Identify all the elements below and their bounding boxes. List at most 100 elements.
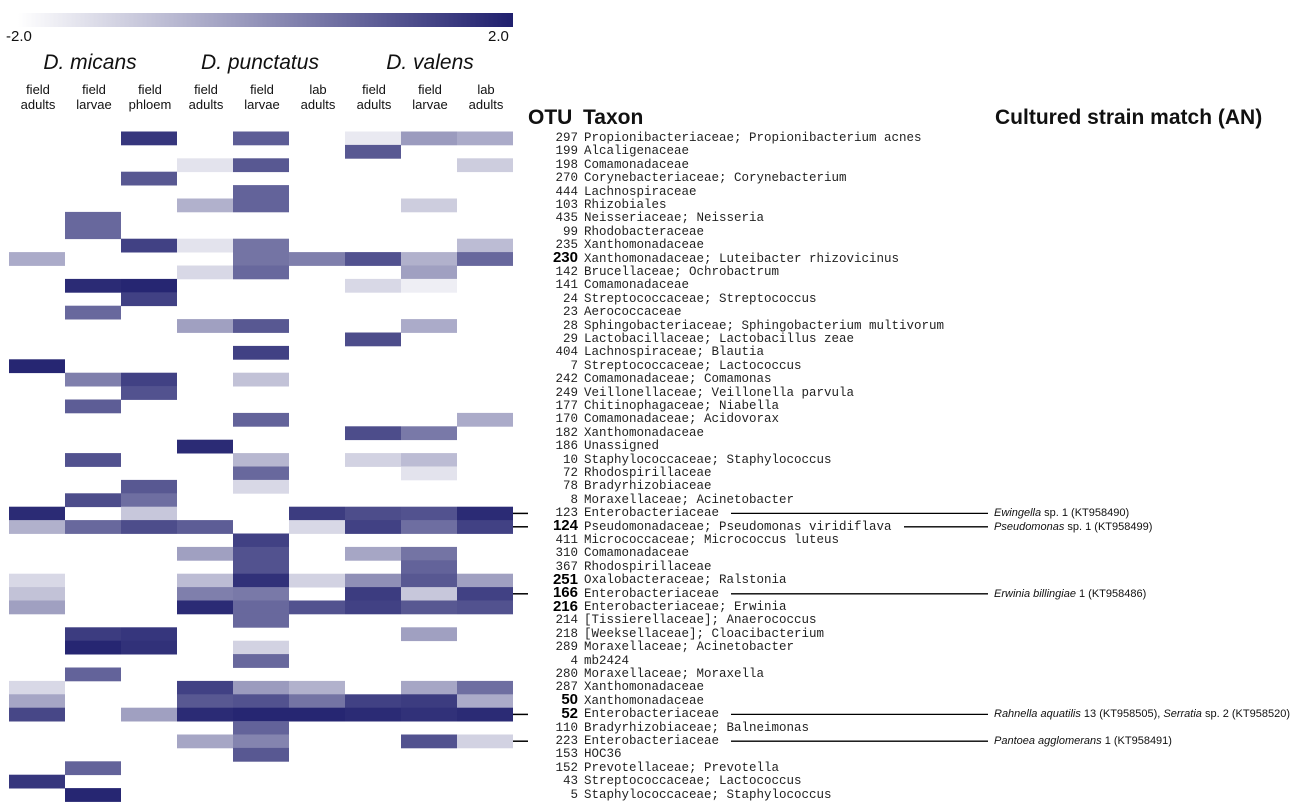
column-header-line1: field <box>194 82 218 97</box>
heatmap-cell <box>401 466 457 481</box>
heatmap-cell <box>401 560 457 575</box>
taxon-label: Staphylococcaceae; Staphylococcus <box>584 452 832 467</box>
otu-id: 270 <box>555 171 578 186</box>
heatmap-cell <box>9 774 65 789</box>
taxon-label: Alcaligenaceae <box>584 144 690 159</box>
heatmap-cell <box>289 694 345 709</box>
column-header-line2: adults <box>20 97 56 112</box>
taxon-label: Enterobacteriaceae <box>584 707 720 722</box>
species-label-micans: D. micans <box>43 51 137 74</box>
otu-id: 297 <box>555 131 578 145</box>
heatmap-cell <box>177 707 233 722</box>
taxon-label: Xanthomonadaceae <box>584 680 705 695</box>
taxon-label: Propionibacteriaceae; Propionibacterium … <box>584 131 922 145</box>
heatmap-cell <box>121 506 177 521</box>
strain-match: Erwinia billingiae 1 (KT958486) <box>994 588 1146 601</box>
otu-id: 251 <box>552 570 578 588</box>
otu-id: 23 <box>562 305 578 320</box>
otu-id: 4 <box>570 653 578 668</box>
taxon-label: Enterobacteriaceae <box>584 586 720 601</box>
column-header-line1: lab <box>477 82 495 97</box>
column-header-line1: field <box>418 82 442 97</box>
heatmap-cell <box>345 506 401 521</box>
match-header: Cultured strain match (AN) <box>995 106 1263 129</box>
taxon-label: HOC36 <box>584 747 622 762</box>
heatmap-cell <box>457 506 513 521</box>
otu-id: 28 <box>562 318 578 333</box>
heatmap-cell <box>233 654 289 668</box>
heatmap-cell <box>457 734 513 749</box>
heatmap-cell <box>233 734 289 749</box>
heatmap-cell <box>401 453 457 467</box>
column-header-line2: adults <box>468 97 504 112</box>
species-label-valens: D. valens <box>386 51 474 74</box>
heatmap-cell <box>233 131 289 146</box>
taxon-label: Brucellaceae; Ochrobactrum <box>584 265 780 279</box>
heatmap-cell <box>233 587 289 601</box>
heatmap-cell <box>9 694 65 709</box>
heatmap-cell <box>233 640 289 655</box>
heatmap-cell <box>233 694 289 709</box>
taxon-label: [Weeksellaceae]; Cloacibacterium <box>584 626 825 641</box>
heatmap-cell <box>121 640 177 655</box>
column-header: field larvae <box>234 82 290 112</box>
heatmap-cell <box>345 694 401 709</box>
column-header: lab adults <box>458 82 514 112</box>
otu-id: 280 <box>555 667 578 681</box>
heatmap-cell <box>401 198 457 213</box>
column-header-line1: field <box>250 82 274 97</box>
heatmap-cell <box>401 131 457 146</box>
heatmap-cell <box>401 707 457 722</box>
otu-id: 289 <box>555 640 578 655</box>
heatmap-cell <box>345 573 401 588</box>
heatmap-cell <box>65 211 121 226</box>
heatmap-cell <box>401 680 457 695</box>
otu-id: 8 <box>570 492 578 507</box>
taxon-label: Streptococcaceae; Lactococcus <box>584 774 802 789</box>
heatmap-cell <box>233 600 289 615</box>
heatmap-cell <box>457 238 513 253</box>
strain-match-text: Rahnella aquatilis <box>994 708 1081 721</box>
heatmap-cell <box>401 265 457 280</box>
column-header-line1: field <box>26 82 50 97</box>
heatmap-cell <box>233 345 289 360</box>
heatmap-cell <box>9 573 65 588</box>
column-header-line2: larvae <box>412 97 448 112</box>
otu-id: 216 <box>552 597 578 615</box>
heatmap-cell <box>121 627 177 642</box>
otu-header: OTU <box>528 106 573 129</box>
otu-id: 52 <box>561 704 578 722</box>
strain-match: Rahnella aquatilis 13 (KT958505), Serrat… <box>994 708 1290 721</box>
taxon-label: Sphingobacteriaceae; Sphingobacterium mu… <box>584 318 945 333</box>
heatmap-cell <box>177 265 233 280</box>
heatmap-cell <box>9 680 65 695</box>
heatmap-cell <box>289 520 345 534</box>
heatmap-cell <box>177 573 233 588</box>
heatmap-cell <box>233 158 289 173</box>
otu-id: 29 <box>562 332 578 346</box>
column-header: field adults <box>346 82 402 112</box>
otu-id: 110 <box>555 720 578 735</box>
heatmap-cell <box>177 546 233 561</box>
colorbar-max-label: 2.0 <box>488 28 509 45</box>
taxon-label: Veillonellaceae; Veillonella parvula <box>584 385 855 400</box>
heatmap-cell <box>233 533 289 548</box>
heatmap-cell <box>401 520 457 534</box>
taxon-label: Rhizobiales <box>584 198 667 212</box>
otu-id: 287 <box>555 680 578 695</box>
taxon-label: Aerococcaceae <box>584 305 682 320</box>
heatmap-cell <box>177 694 233 709</box>
heatmap-cell <box>233 453 289 467</box>
taxon-label: Comamonadaceae; Acidovorax <box>584 412 780 427</box>
heatmap-cell <box>9 252 65 266</box>
heatmap-cell <box>345 707 401 722</box>
taxon-label: Staphylococcaceae; Staphylococcus <box>584 787 832 802</box>
otu-id: 242 <box>555 372 578 387</box>
heatmap-cell <box>177 734 233 749</box>
heatmap-cell <box>345 453 401 467</box>
taxon-label: Moraxellaceae; Acinetobacter <box>584 640 795 655</box>
strain-match-text: 1 (KT958486) <box>1075 587 1147 600</box>
taxon-label: Enterobacteriaceae; Erwinia <box>584 600 787 614</box>
otu-id: 43 <box>562 774 578 789</box>
heatmap-cell <box>177 439 233 454</box>
